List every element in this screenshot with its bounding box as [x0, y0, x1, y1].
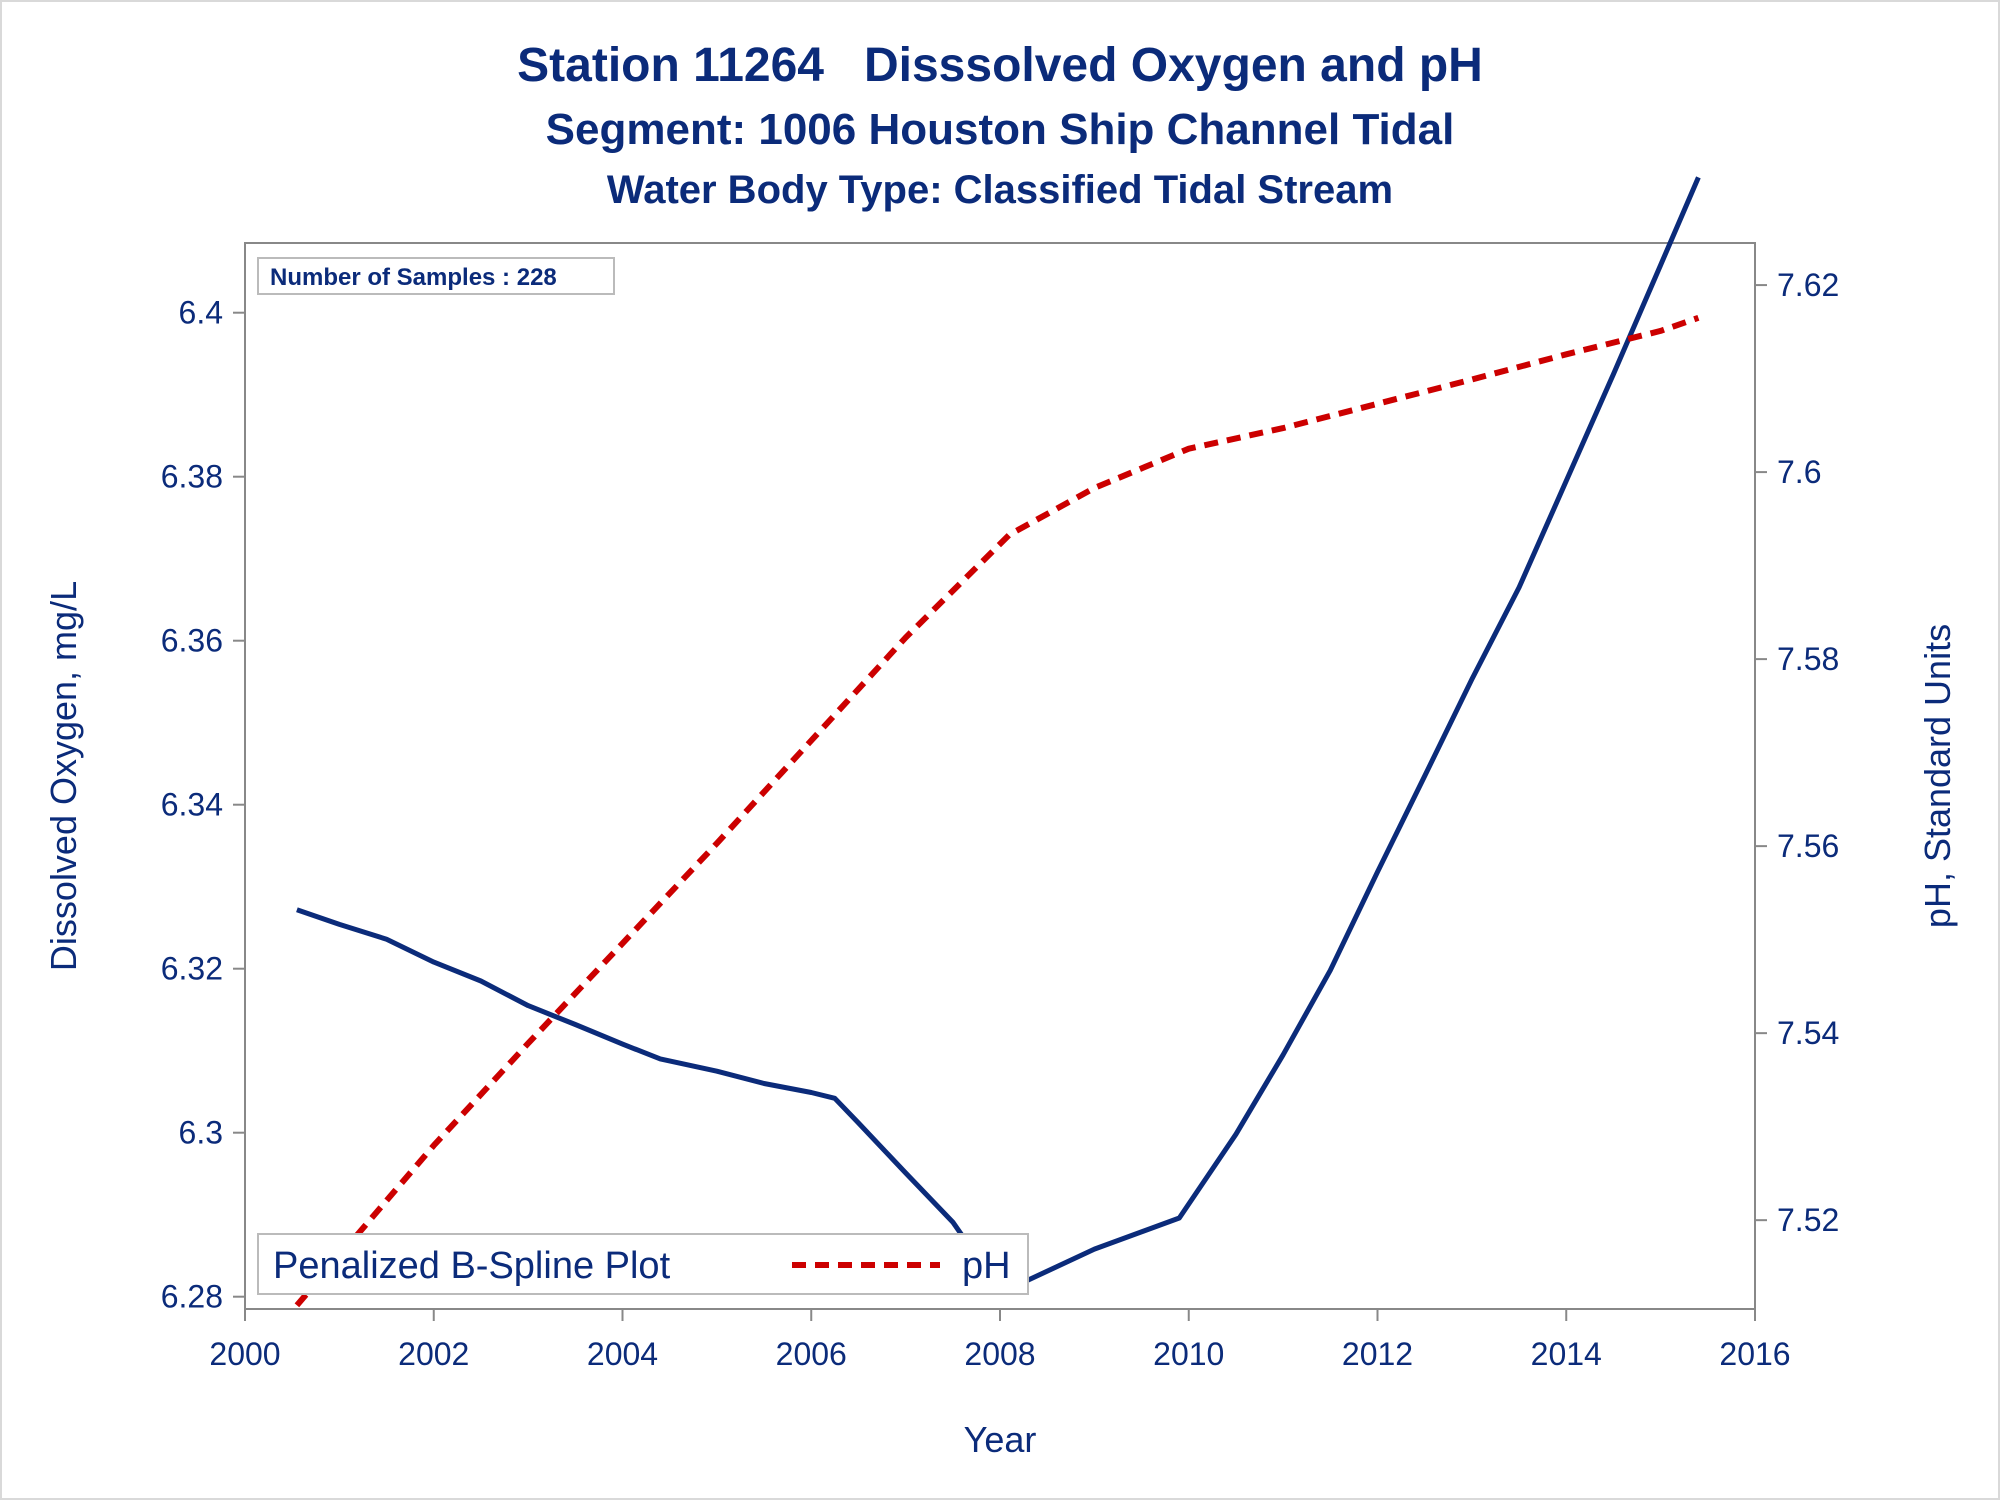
- legend-label-spline: Penalized B-Spline Plot: [273, 1245, 671, 1287]
- x-tick-label: 2004: [587, 1336, 658, 1372]
- y-left-tick-label: 6.4: [179, 295, 223, 331]
- x-tick-label: 2002: [398, 1336, 469, 1372]
- y-right-tick-label: 7.52: [1777, 1202, 1839, 1238]
- x-tick-label: 2008: [964, 1336, 1035, 1372]
- inset-box: [257, 257, 615, 295]
- legend-label-ph: pH: [962, 1245, 1011, 1287]
- y-right-tick-label: 7.6: [1777, 454, 1821, 490]
- inset-text: Number of Samples : 228: [270, 264, 557, 291]
- chart-subtitle-waterbody: Water Body Type: Classified Tidal Stream: [606, 168, 1394, 212]
- y-right-tick-label: 7.62: [1777, 267, 1839, 303]
- chart-subtitle-segment: Segment: 1006 Houston Ship Channel Tidal: [545, 105, 1455, 154]
- y-right-tick-label: 7.58: [1777, 641, 1839, 677]
- x-axis: 2000 2002 2004 2006 2008 2010 2012 2014 2016: [209, 1309, 1791, 1372]
- x-tick-label: 2016: [1719, 1336, 1790, 1372]
- chart-title: Station 11264 Disssolved Oxygen and pH: [517, 39, 1483, 92]
- series-layer: [294, 176, 1701, 1308]
- legend-box: [257, 1233, 1029, 1295]
- dissolved-oxygen-series-line: [296, 176, 1701, 1293]
- y-left-tick-label: 6.32: [161, 951, 223, 987]
- ph-series-line: [294, 314, 1700, 1308]
- x-axis-label: Year: [964, 1419, 1037, 1460]
- x-tick-label: 2006: [776, 1336, 847, 1372]
- y-axis-left: 6.28 6.3 6.32 6.34 6.36 6.38 6.4: [161, 295, 245, 1315]
- y-axis-right-label: pH, Standard Units: [1917, 624, 1958, 928]
- y-left-tick-label: 6.36: [161, 623, 223, 659]
- plot-area: [244, 242, 1756, 1310]
- y-left-tick-label: 6.34: [161, 787, 223, 823]
- x-tick-label: 2000: [209, 1336, 280, 1372]
- y-axis-left-label: Dissolved Oxygen, mg/L: [43, 581, 84, 971]
- x-tick-label: 2010: [1153, 1336, 1224, 1372]
- y-axis-right: 7.52 7.54 7.56 7.58 7.6 7.62: [1755, 267, 1839, 1238]
- y-right-tick-label: 7.56: [1777, 828, 1839, 864]
- legend: Penalized B-Spline Plot pH: [257, 1233, 1029, 1295]
- x-tick-label: 2014: [1531, 1336, 1602, 1372]
- y-left-tick-label: 6.38: [161, 459, 223, 495]
- y-left-tick-label: 6.28: [161, 1279, 223, 1315]
- sample-count-inset: Number of Samples : 228: [257, 257, 615, 295]
- x-tick-label: 2012: [1342, 1336, 1413, 1372]
- y-left-tick-label: 6.3: [179, 1115, 223, 1151]
- y-right-tick-label: 7.54: [1777, 1015, 1839, 1051]
